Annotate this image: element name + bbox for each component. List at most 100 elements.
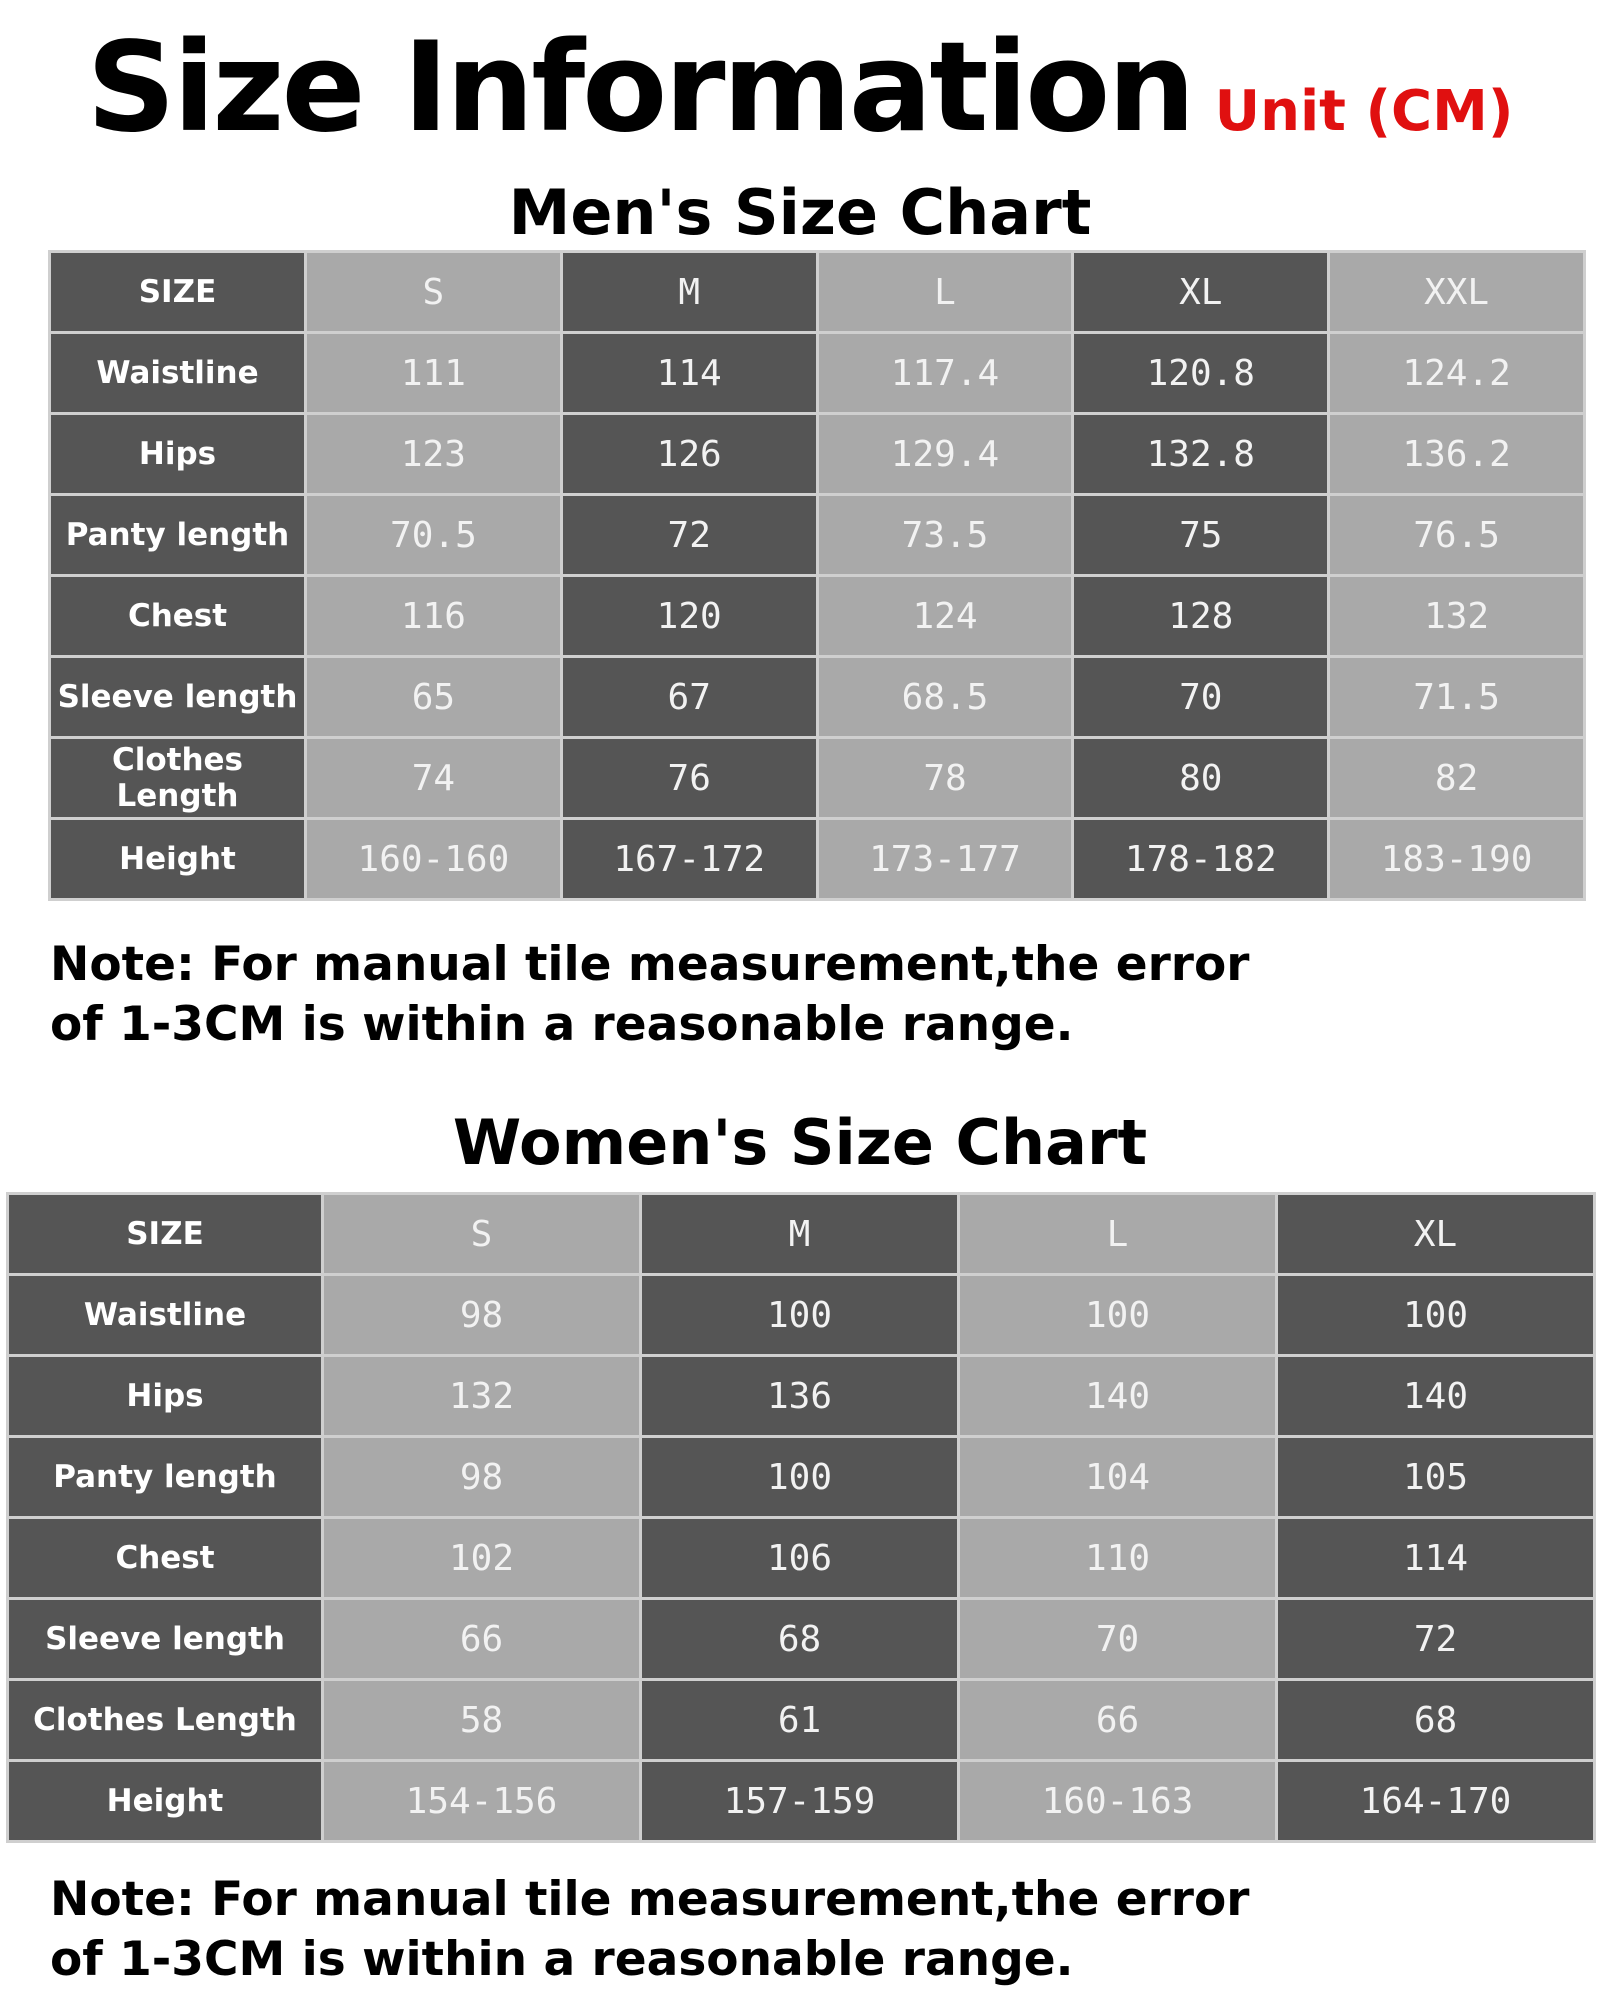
table-row: Hips 132 136 140 140 — [6, 1354, 1596, 1438]
table-row: Clothes Length 74 76 78 80 82 — [48, 736, 1586, 820]
size-column-header: XXL — [1327, 250, 1586, 334]
row-label: Sleeve length — [6, 1597, 324, 1681]
row-label: Waistline — [6, 1273, 324, 1357]
men-size-table: SIZE S M L XL XXL Waistline 111 114 117.… — [48, 250, 1586, 901]
size-header-cell: SIZE — [6, 1192, 324, 1276]
page-title: Size Information — [86, 16, 1196, 160]
table-cell: 100 — [1275, 1273, 1596, 1357]
note-line: Note: For manual tile measurement,the er… — [50, 1872, 1250, 1927]
size-column-header: M — [559, 250, 819, 334]
unit-label: Unit (CM) — [1214, 79, 1514, 144]
row-label: Waistline — [48, 331, 307, 415]
table-cell: 120 — [559, 574, 819, 658]
table-cell: 114 — [1275, 1516, 1596, 1600]
table-row: Waistline 111 114 117.4 120.8 124.2 — [48, 331, 1586, 415]
table-cell: 66 — [321, 1597, 642, 1681]
table-cell: 140 — [1275, 1354, 1596, 1438]
table-cell: 70 — [957, 1597, 1278, 1681]
table-cell: 72 — [1275, 1597, 1596, 1681]
table-cell: 110 — [957, 1516, 1278, 1600]
table-cell: 160-160 — [304, 817, 563, 901]
table-cell: 76.5 — [1327, 493, 1586, 577]
table-cell: 104 — [957, 1435, 1278, 1519]
table-cell: 154-156 — [321, 1759, 642, 1843]
women-size-table: SIZE S M L XL Waistline 98 100 100 100 H… — [6, 1192, 1596, 1843]
table-cell: 75 — [1071, 493, 1331, 577]
table-cell: 61 — [639, 1678, 960, 1762]
men-note: Note: For manual tile measurement,the er… — [50, 935, 1350, 1055]
table-cell: 98 — [321, 1435, 642, 1519]
table-cell: 124 — [815, 574, 1075, 658]
women-chart-title: Women's Size Chart — [452, 1106, 1148, 1179]
table-cell: 128 — [1071, 574, 1331, 658]
table-cell: 82 — [1327, 736, 1586, 820]
table-cell: 72 — [559, 493, 819, 577]
row-label: Chest — [48, 574, 307, 658]
page-header: Size Information Unit (CM) — [0, 18, 1600, 158]
size-column-header: L — [815, 250, 1075, 334]
table-cell: 58 — [321, 1678, 642, 1762]
table-header-row: SIZE S M L XL XXL — [48, 250, 1586, 334]
table-cell: 132.8 — [1071, 412, 1331, 496]
table-cell: 102 — [321, 1516, 642, 1600]
size-column-header: S — [304, 250, 563, 334]
table-cell: 114 — [559, 331, 819, 415]
size-column-header: M — [639, 1192, 960, 1276]
table-cell: 68 — [1275, 1678, 1596, 1762]
size-header-cell: SIZE — [48, 250, 307, 334]
table-cell: 68 — [639, 1597, 960, 1681]
row-label: Height — [6, 1759, 324, 1843]
table-cell: 76 — [559, 736, 819, 820]
table-row: Sleeve length 65 67 68.5 70 71.5 — [48, 655, 1586, 739]
table-cell: 116 — [304, 574, 563, 658]
size-column-header: XL — [1275, 1192, 1596, 1276]
row-label: Clothes Length — [6, 1678, 324, 1762]
row-label: Panty length — [6, 1435, 324, 1519]
women-note: Note: For manual tile measurement,the er… — [50, 1870, 1350, 1990]
table-row: Panty length 98 100 104 105 — [6, 1435, 1596, 1519]
table-cell: 136 — [639, 1354, 960, 1438]
table-cell: 140 — [957, 1354, 1278, 1438]
table-cell: 100 — [639, 1435, 960, 1519]
table-cell: 71.5 — [1327, 655, 1586, 739]
table-cell: 70.5 — [304, 493, 563, 577]
table-row: Height 160-160 167-172 173-177 178-182 1… — [48, 817, 1586, 901]
table-cell: 132 — [1327, 574, 1586, 658]
table-cell: 100 — [639, 1273, 960, 1357]
table-cell: 66 — [957, 1678, 1278, 1762]
row-label: Sleeve length — [48, 655, 307, 739]
table-cell: 160-163 — [957, 1759, 1278, 1843]
table-row: Chest 102 106 110 114 — [6, 1516, 1596, 1600]
table-cell: 157-159 — [639, 1759, 960, 1843]
row-label: Hips — [6, 1354, 324, 1438]
table-cell: 74 — [304, 736, 563, 820]
table-cell: 183-190 — [1327, 817, 1586, 901]
note-line: Note: For manual tile measurement,the er… — [50, 937, 1250, 992]
table-cell: 65 — [304, 655, 563, 739]
row-label: Clothes Length — [48, 736, 307, 820]
size-column-header: S — [321, 1192, 642, 1276]
table-cell: 173-177 — [815, 817, 1075, 901]
table-row: Waistline 98 100 100 100 — [6, 1273, 1596, 1357]
note-line: of 1-3CM is within a reasonable range. — [50, 997, 1074, 1052]
table-cell: 68.5 — [815, 655, 1075, 739]
table-cell: 164-170 — [1275, 1759, 1596, 1843]
table-cell: 67 — [559, 655, 819, 739]
table-cell: 178-182 — [1071, 817, 1331, 901]
table-row: Sleeve length 66 68 70 72 — [6, 1597, 1596, 1681]
table-cell: 100 — [957, 1273, 1278, 1357]
row-label: Hips — [48, 412, 307, 496]
size-column-header: L — [957, 1192, 1278, 1276]
table-row: Clothes Length 58 61 66 68 — [6, 1678, 1596, 1762]
size-column-header: XL — [1071, 250, 1331, 334]
men-chart-title: Men's Size Chart — [508, 176, 1092, 249]
table-cell: 129.4 — [815, 412, 1075, 496]
table-row: Height 154-156 157-159 160-163 164-170 — [6, 1759, 1596, 1843]
table-cell: 132 — [321, 1354, 642, 1438]
table-cell: 124.2 — [1327, 331, 1586, 415]
row-label: Panty length — [48, 493, 307, 577]
table-cell: 167-172 — [559, 817, 819, 901]
row-label: Chest — [6, 1516, 324, 1600]
table-cell: 98 — [321, 1273, 642, 1357]
table-row: Panty length 70.5 72 73.5 75 76.5 — [48, 493, 1586, 577]
